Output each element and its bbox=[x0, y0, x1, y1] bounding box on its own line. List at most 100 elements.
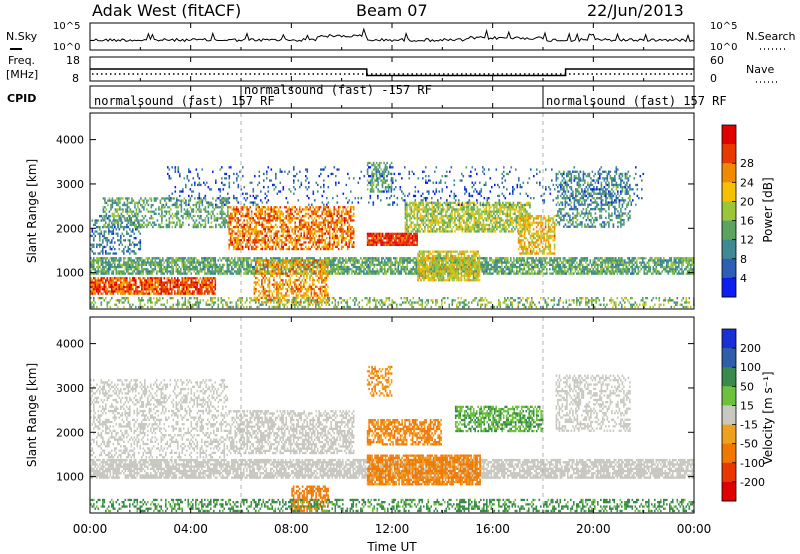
data-cell bbox=[292, 265, 295, 269]
data-cell bbox=[655, 261, 658, 264]
data-cell bbox=[246, 214, 248, 218]
data-cell bbox=[276, 257, 278, 260]
data-cell bbox=[138, 268, 140, 271]
data-cell bbox=[106, 241, 109, 244]
data-cell bbox=[649, 270, 652, 273]
data-cell bbox=[675, 265, 677, 269]
data-cell bbox=[241, 261, 244, 264]
data-cell bbox=[91, 279, 94, 282]
data-cell bbox=[176, 217, 178, 220]
data-cell bbox=[141, 225, 144, 229]
data-cell bbox=[502, 272, 505, 275]
data-cell bbox=[253, 272, 256, 275]
data-cell bbox=[567, 270, 569, 273]
data-cell bbox=[197, 223, 199, 226]
data-cell bbox=[288, 217, 290, 220]
data-cell bbox=[373, 257, 376, 260]
data-cell bbox=[132, 288, 134, 291]
data-cell bbox=[232, 230, 235, 233]
data-cell bbox=[448, 272, 451, 275]
data-cell bbox=[333, 241, 335, 244]
data-cell bbox=[262, 239, 265, 242]
data-cell bbox=[534, 272, 536, 275]
data-cell bbox=[160, 292, 163, 295]
data-cell bbox=[538, 270, 541, 273]
data-cell bbox=[192, 285, 194, 289]
data-cell bbox=[327, 221, 329, 224]
data-cell bbox=[177, 268, 179, 271]
data-cell bbox=[136, 270, 139, 273]
data-cell bbox=[541, 265, 544, 269]
data-cell bbox=[268, 261, 271, 264]
data-cell bbox=[144, 259, 146, 262]
data-cell bbox=[615, 259, 617, 262]
data-cell bbox=[131, 221, 133, 224]
data-cell bbox=[657, 257, 659, 260]
data-cell bbox=[247, 247, 250, 251]
data-cell bbox=[157, 270, 160, 273]
data-cell bbox=[261, 285, 263, 288]
data-cell bbox=[376, 272, 379, 275]
data-cell bbox=[303, 270, 305, 273]
data-cell bbox=[277, 292, 280, 295]
data-cell bbox=[131, 201, 133, 204]
data-cell bbox=[384, 261, 386, 264]
data-cell bbox=[469, 257, 472, 260]
data-cell bbox=[477, 263, 479, 266]
data-cell bbox=[487, 261, 490, 264]
data-cell bbox=[146, 199, 148, 202]
data-cell bbox=[615, 261, 617, 264]
data-cell bbox=[178, 288, 181, 291]
data-cell bbox=[189, 292, 191, 295]
data-cell bbox=[274, 283, 277, 286]
data-cell bbox=[94, 234, 97, 238]
data-cell bbox=[215, 217, 217, 220]
data-cell bbox=[274, 212, 277, 215]
data-cell bbox=[586, 268, 589, 271]
data-cell bbox=[210, 277, 212, 280]
data-cell bbox=[117, 292, 119, 295]
data-cell bbox=[250, 247, 253, 251]
data-cell bbox=[91, 250, 94, 253]
data-cell bbox=[250, 261, 253, 264]
data-cell bbox=[591, 263, 593, 266]
data-cell bbox=[121, 265, 124, 269]
data-cell bbox=[277, 268, 280, 271]
data-cell bbox=[142, 268, 145, 271]
data-cell bbox=[156, 292, 158, 295]
data-cell bbox=[238, 270, 241, 273]
data-cell bbox=[99, 252, 101, 255]
data-cell bbox=[150, 272, 152, 275]
data-cell bbox=[301, 228, 304, 231]
data-cell bbox=[237, 239, 239, 242]
data-cell bbox=[307, 217, 310, 220]
data-cell bbox=[582, 265, 584, 269]
data-cell bbox=[210, 203, 213, 207]
data-cell bbox=[265, 263, 268, 266]
data-cell bbox=[201, 279, 203, 282]
data-cell bbox=[133, 283, 136, 286]
data-cell bbox=[147, 257, 149, 260]
data-cell bbox=[129, 290, 131, 293]
data-cell bbox=[189, 285, 191, 289]
data-cell bbox=[267, 219, 269, 222]
data-cell bbox=[393, 272, 395, 275]
data-cell bbox=[150, 259, 152, 262]
data-cell bbox=[168, 210, 171, 213]
data-cell bbox=[411, 268, 413, 271]
data-cell bbox=[259, 263, 262, 266]
data-cell bbox=[351, 214, 353, 218]
data-cell bbox=[262, 268, 265, 271]
data-cell bbox=[207, 257, 209, 260]
data-cell bbox=[289, 225, 292, 229]
data-cell bbox=[123, 217, 126, 220]
data-cell bbox=[268, 276, 271, 280]
data-cell bbox=[261, 241, 263, 244]
data-cell bbox=[282, 261, 284, 264]
data-cell bbox=[277, 210, 280, 213]
data-cell bbox=[340, 232, 343, 235]
data-cell bbox=[168, 270, 170, 273]
data-cell bbox=[180, 203, 183, 207]
data-cell bbox=[264, 292, 266, 295]
data-cell bbox=[204, 283, 206, 286]
